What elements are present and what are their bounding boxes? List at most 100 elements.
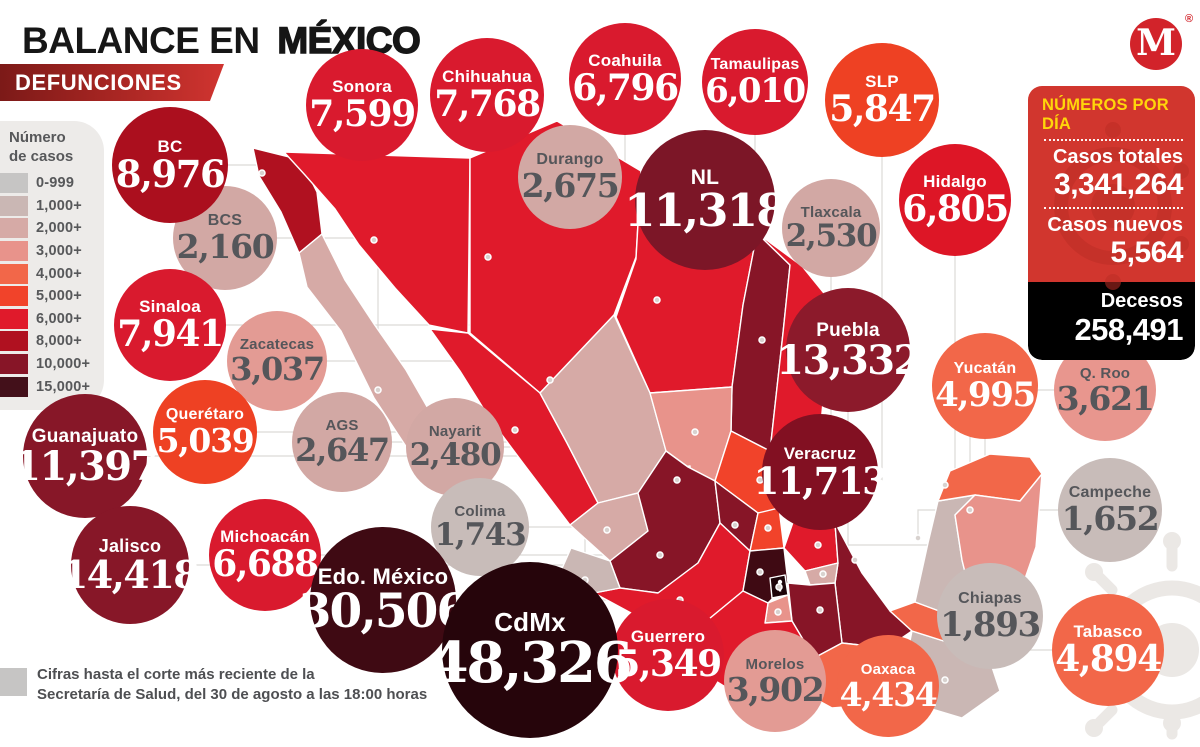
page-title: BALANCE EN MÉXICO [22, 19, 422, 62]
state-name: Durango [536, 151, 604, 169]
state-bubble-campeche: Campeche 1,652 [1058, 458, 1162, 562]
legend-item-label: 1,000+ [36, 197, 82, 214]
state-bubble-tlaxcala: Tlaxcala 2,530 [782, 179, 880, 277]
state-death-count: 3,621 [1056, 378, 1155, 418]
state-bubble-sonora: Sonora 7,599 [306, 49, 418, 161]
casos-nuevos-value: 5,564 [1110, 235, 1183, 269]
state-bubble-morelos: Morelos 3,902 [724, 630, 826, 732]
legend-item: 4,000+ [0, 262, 104, 285]
state-death-count: 1,743 [434, 516, 527, 553]
legend-color-swatch [0, 241, 28, 262]
state-death-count: 2,480 [409, 436, 502, 473]
legend-color-swatch [0, 331, 28, 352]
state-name: Coahuila [588, 51, 662, 71]
state-bubble-queretaro: Querétaro 5,039 [153, 380, 257, 484]
legend-color-swatch [0, 308, 28, 329]
state-name: Campeche [1068, 484, 1152, 502]
state-bubble-guanajuato: Guanajuato 11,397 [13, 394, 158, 518]
state-name: Chiapas [958, 589, 1022, 607]
state-name: Colima [454, 502, 506, 520]
state-name: BC [157, 136, 183, 156]
state-death-count: 2,160 [176, 227, 275, 267]
decesos-label: Decesos [1100, 290, 1183, 312]
state-death-count: 1,652 [1061, 499, 1160, 539]
legend-item: 5,000+ [0, 285, 104, 308]
legend-color-swatch [0, 195, 28, 216]
state-name: BCS [207, 212, 243, 230]
state-death-count: 3,037 [230, 350, 325, 389]
legend-item: 6,000+ [0, 308, 104, 331]
milenio-logo: M [1130, 18, 1182, 70]
legend-item: 15,000+ [0, 375, 104, 398]
state-bubble-jalisco: Jalisco 14,418 [62, 506, 200, 624]
state-death-count: 5,349 [615, 643, 722, 686]
state-death-count: 5,847 [829, 88, 936, 131]
state-death-count: 11,318 [624, 184, 787, 238]
legend-color-swatch [0, 286, 28, 307]
legend-item-label: 4,000+ [36, 265, 82, 282]
state-name: Tlaxcala [800, 203, 862, 221]
state-death-count: 7,941 [117, 313, 224, 356]
state-name: Edo. México [317, 563, 449, 589]
state-bubble-veracruz: Veracruz 11,713 [754, 414, 888, 530]
state-bubble-colima: Colima 1,743 [431, 478, 529, 576]
state-death-count: 5,039 [156, 421, 255, 461]
state-death-count: 2,675 [521, 166, 620, 206]
state-death-count: 30,506 [298, 583, 469, 639]
legend-item: 0-999 [0, 172, 104, 195]
legend-color-swatch [0, 263, 28, 284]
state-name: Guanajuato [31, 425, 139, 447]
footnote-text: Cifras hasta el corte más reciente de la… [37, 666, 428, 703]
legend-color-swatch [0, 218, 28, 239]
state-death-count: 11,397 [13, 442, 158, 490]
legend-item-label: 15,000+ [36, 378, 91, 395]
state-bubble-bc: BC 8,976 [112, 107, 228, 223]
title-regular: BALANCE EN [22, 20, 260, 61]
state-name: Morelos [745, 655, 805, 673]
legend-item-label: 2,000+ [36, 220, 82, 237]
decesos-section: Decesos 258,491 [1028, 282, 1195, 360]
state-name: Guerrero [630, 627, 706, 647]
state-death-count: 6,688 [212, 543, 319, 586]
state-name: Oaxaca [860, 660, 916, 678]
dotted-divider [1044, 139, 1183, 141]
state-name: SLP [865, 72, 899, 92]
state-name: Puebla [816, 319, 880, 341]
casos-totales-value: 3,341,264 [1054, 168, 1183, 201]
legend-item-label: 8,000+ [36, 333, 82, 350]
state-bubble-guerrero: Guerrero 5,349 [612, 599, 724, 711]
legend-item: 8,000+ [0, 330, 104, 353]
casos-totales-label: Casos totales [1052, 146, 1183, 168]
state-bubble-coahuila: Coahuila 6,796 [569, 23, 681, 135]
state-death-count: 6,796 [572, 67, 679, 110]
legend-item-label: 3,000+ [36, 243, 82, 260]
legend-item: 3,000+ [0, 240, 104, 263]
state-bubble-bcs: BCS 2,160 [173, 186, 277, 290]
state-death-count: 2,530 [785, 217, 878, 254]
state-name: Sonora [332, 77, 392, 97]
state-bubble-sinaloa: Sinaloa 7,941 [114, 269, 226, 381]
legend-color-swatch [0, 376, 28, 397]
state-name: Yucatán [953, 359, 1017, 377]
state-bubble-nl: NL 11,318 [624, 130, 788, 270]
state-name: Hidalgo [923, 172, 987, 192]
state-bubble-tabasco: Tabasco 4,894 [1052, 594, 1164, 706]
state-death-count: 7,599 [309, 93, 416, 136]
state-name: Michoacán [220, 527, 310, 547]
state-bubble-chiapas: Chiapas 1,893 [937, 563, 1043, 669]
state-bubble-edomex: Edo. México 30,506 [299, 527, 469, 673]
decesos-value: 258,491 [1074, 312, 1183, 347]
state-bubble-zacatecas: Zacatecas 3,037 [227, 311, 327, 411]
state-death-count: 13,332 [776, 336, 921, 384]
legend-color-swatch [0, 354, 28, 375]
legend-color-swatch [0, 173, 28, 194]
dotted-divider [1044, 206, 1183, 209]
state-death-count: 4,995 [935, 374, 1036, 415]
state-death-count: 14,418 [61, 551, 200, 597]
state-death-count: 6,010 [705, 70, 806, 111]
footnote-swatch [0, 668, 27, 696]
state-bubble-cdmx: CdMx 48,326 [430, 562, 633, 738]
state-death-count: 6,805 [902, 188, 1009, 231]
